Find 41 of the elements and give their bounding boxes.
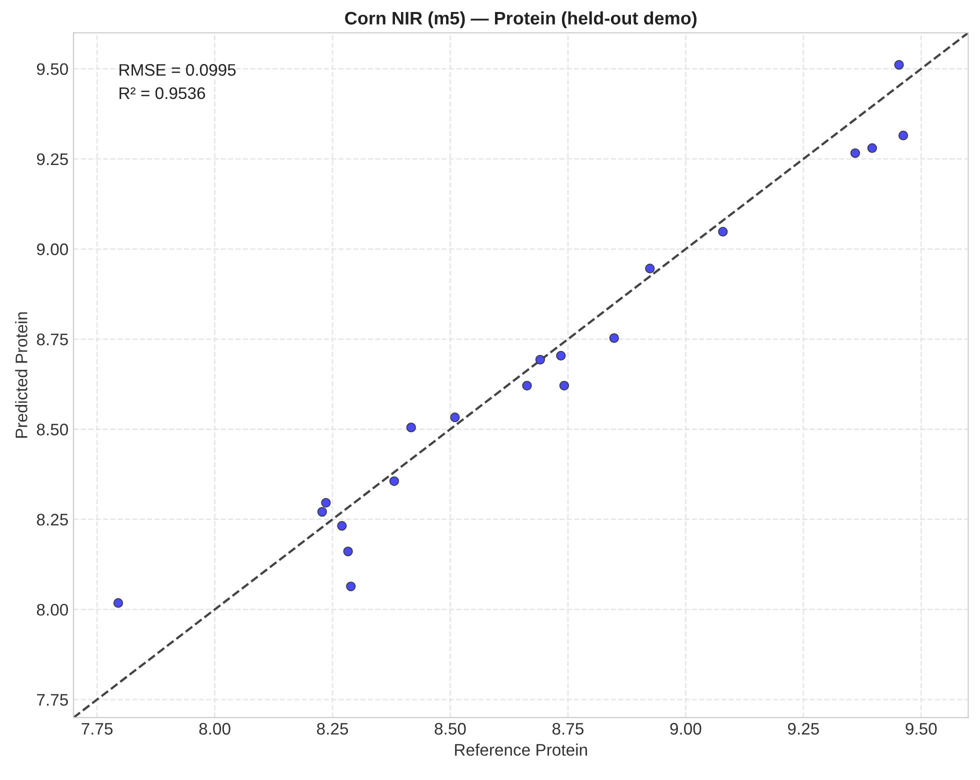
y-axis-title: Predicted Protein (15, 312, 28, 438)
y-tick-label: 9.50 (36, 63, 68, 76)
point (321, 498, 331, 508)
point (867, 143, 877, 153)
x-tick-label: 9.25 (788, 722, 819, 735)
point (406, 422, 416, 432)
y-tick-label: 8.75 (36, 334, 68, 346)
point (898, 130, 908, 140)
point (113, 598, 124, 608)
x-tick-label: 8.00 (199, 722, 230, 735)
annotation: R² = 0.9536 (120, 87, 206, 100)
y-tick-label: 7.75 (37, 694, 68, 706)
x-tick-label: 8.25 (317, 722, 348, 735)
y-tick-label: 9.25 (36, 153, 68, 166)
point (450, 412, 460, 422)
point (850, 148, 860, 158)
y-tick-label: 8.00 (36, 604, 68, 616)
point (389, 476, 400, 486)
annotation: RMSE = 0.0995 (120, 64, 236, 76)
point (894, 60, 904, 70)
y-tick-label: 8.25 (36, 514, 68, 526)
point (609, 333, 619, 343)
point (535, 354, 545, 364)
chart-title: Corn NIR (m5) — Protein (held-out demo) (345, 11, 697, 28)
point (645, 264, 655, 274)
point (343, 546, 353, 556)
point (556, 350, 566, 361)
y-tick-label: 8.50 (36, 424, 68, 436)
x-tick-label: 7.75 (82, 723, 113, 735)
x-axis-title: Reference Protein (455, 744, 587, 756)
point (522, 380, 532, 390)
x-tick-label: 9.50 (906, 722, 937, 735)
point (559, 380, 570, 390)
x-tick-label: 8.50 (434, 722, 466, 735)
x-tick-label: 8.75 (552, 722, 584, 735)
y-tick-label: 9.00 (36, 243, 68, 256)
point (337, 521, 347, 531)
point (317, 506, 327, 517)
x-tick-label: 9.00 (670, 722, 702, 735)
point (718, 226, 728, 237)
point (346, 582, 356, 592)
